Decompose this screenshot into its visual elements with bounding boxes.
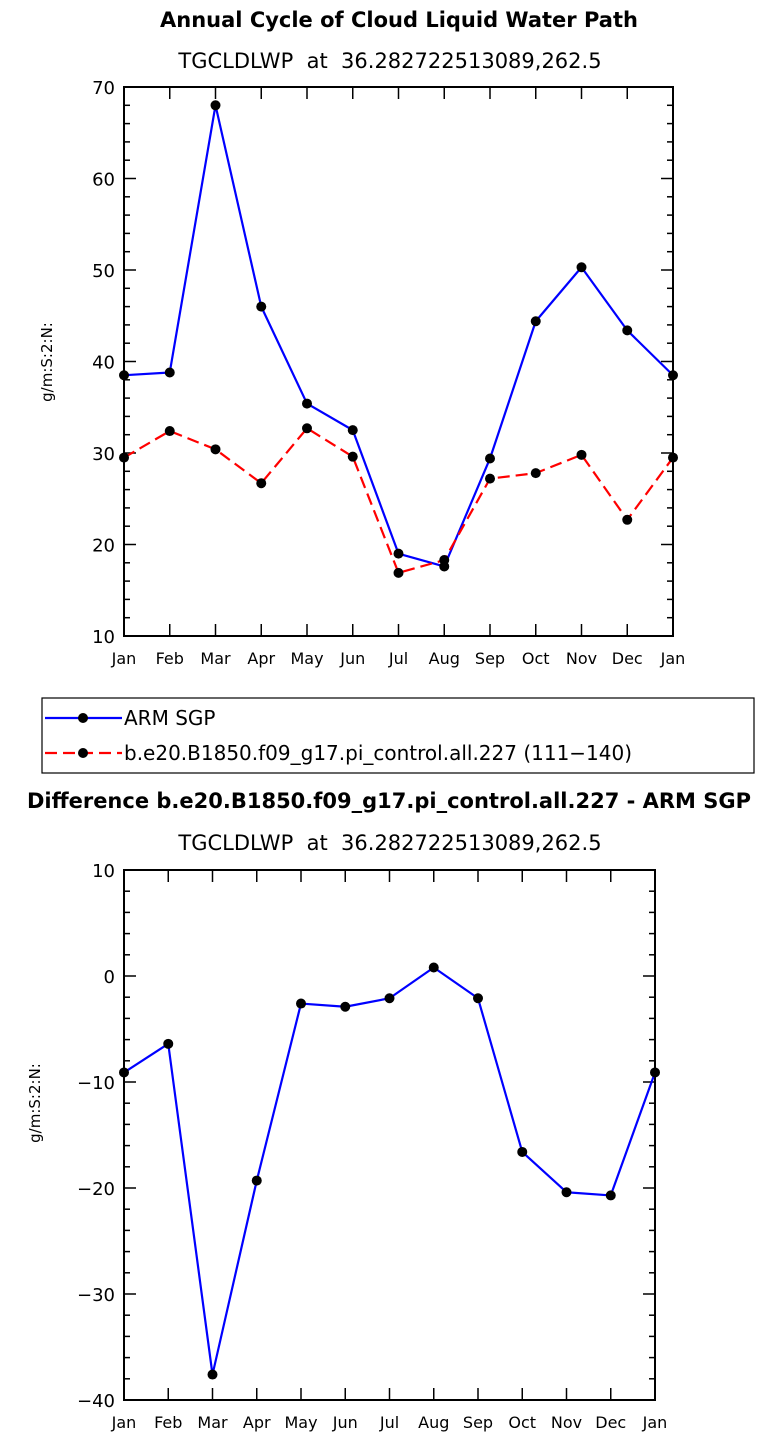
chart2-series-0-point bbox=[605, 1190, 616, 1201]
chart2-xtick-label: Feb bbox=[154, 1413, 182, 1432]
chart1-title: Annual Cycle of Cloud Liquid Water Path bbox=[160, 8, 638, 32]
chart2-xtick-label: Jan bbox=[111, 1413, 137, 1432]
chart1-ytick-label: 50 bbox=[92, 261, 115, 282]
chart2-series-0-point bbox=[428, 962, 439, 973]
chart1-subtitle: TGCLDLWP at 36.282722513089,262.5 bbox=[177, 49, 601, 73]
chart1-series-0-point bbox=[622, 325, 633, 336]
legend-label-model: b.e20.B1850.f09_g17.pi_control.all.227 (… bbox=[124, 741, 632, 765]
chart2-xtick-label: May bbox=[284, 1413, 317, 1432]
chart1-series-1-point bbox=[393, 567, 404, 578]
chart2-xtick-label: Jun bbox=[332, 1413, 358, 1432]
chart1-series-0-point bbox=[210, 100, 221, 111]
chart2-ytick-label: −30 bbox=[77, 1285, 115, 1306]
chart1-series-1-point bbox=[576, 449, 587, 460]
chart1-series-0-point bbox=[347, 425, 358, 436]
legend-label-arm-sgp: ARM SGP bbox=[124, 706, 215, 730]
legend: ARM SGP b.e20.B1850.f09_g17.pi_control.a… bbox=[41, 697, 755, 774]
chart1-series-0-line bbox=[123, 104, 674, 568]
legend-marker-model bbox=[78, 748, 88, 758]
chart1-series-1-point bbox=[530, 468, 541, 479]
chart2-series-0-point bbox=[561, 1187, 572, 1198]
chart1-series-1-point bbox=[485, 473, 495, 484]
chart2-xtick-label: Mar bbox=[197, 1413, 228, 1432]
chart2-xtick-label: Aug bbox=[418, 1413, 449, 1432]
chart1-xtick-label: Nov bbox=[566, 649, 597, 668]
chart1-series-0-point bbox=[530, 316, 541, 327]
chart1-series-0-point bbox=[302, 398, 312, 409]
chart2-xtick-label: Apr bbox=[243, 1413, 271, 1432]
chart2-xtick-label: Oct bbox=[508, 1413, 536, 1432]
chart2-title: Difference b.e20.B1850.f09_g17.pi_contro… bbox=[27, 789, 751, 813]
chart1-xtick-label: Jan bbox=[660, 649, 686, 668]
chart1-xtick-label: May bbox=[290, 649, 323, 668]
chart2-ytick-label: −10 bbox=[77, 1073, 115, 1094]
chart1-ytick-label: 60 bbox=[92, 170, 115, 191]
chart2-subtitle: TGCLDLWP at 36.282722513089,262.5 bbox=[177, 831, 601, 855]
chart2-ytick-label: −20 bbox=[77, 1179, 115, 1200]
chart2-xtick-label: Jul bbox=[379, 1413, 399, 1432]
chart2-xtick-label: Nov bbox=[551, 1413, 582, 1432]
chart1-ytick-label: 70 bbox=[92, 78, 115, 99]
chart1-plot: 10 20 30 40 50 60 70 Jan Feb Mar Apr May Jun Jul Aug Se… bbox=[92, 78, 685, 668]
chart1-xtick-label: Feb bbox=[156, 649, 184, 668]
legend-box bbox=[41, 697, 755, 774]
chart2-series-0-point bbox=[650, 1067, 660, 1078]
chart2-series-0-point bbox=[163, 1038, 174, 1049]
chart1-xtick-label: Jun bbox=[339, 649, 365, 668]
chart2-series-0-point bbox=[119, 1067, 129, 1078]
chart2-series-0-point bbox=[296, 998, 306, 1009]
chart1-series-1-point bbox=[347, 451, 358, 462]
legend-marker-arm-sgp bbox=[78, 713, 88, 723]
chart1-ytick-label: 10 bbox=[92, 627, 115, 648]
chart1-xtick-label: Jan bbox=[111, 649, 137, 668]
chart2-xtick-label: Sep bbox=[463, 1413, 493, 1432]
chart2-xtick-label: Jan bbox=[642, 1413, 668, 1432]
chart2-series-0-point bbox=[207, 1369, 218, 1380]
chart2-series-0-point bbox=[251, 1175, 262, 1186]
chart2-series-0-point bbox=[473, 993, 483, 1004]
chart1-xtick-label: Jul bbox=[388, 649, 408, 668]
chart2-series-0-point bbox=[517, 1146, 528, 1157]
chart1-ylabel: g/m:S:2:N: bbox=[38, 322, 56, 402]
chart2-plot: −40 −30 −20 −10 0 10 Jan Feb Mar Apr May Jun Jul Aug S… bbox=[77, 861, 667, 1432]
chart1-series-1-point bbox=[439, 555, 450, 566]
chart2-ytick-label: 0 bbox=[104, 967, 115, 988]
chart2-xtick-label: Dec bbox=[595, 1413, 626, 1432]
chart1-series-0-point bbox=[576, 262, 587, 273]
chart1-series-0-point bbox=[256, 301, 267, 312]
chart1-series-1-point bbox=[210, 444, 221, 455]
chart1-series-0-point bbox=[485, 453, 495, 464]
chart1-series-0-point bbox=[393, 548, 404, 559]
chart1-series-1-point bbox=[622, 514, 633, 525]
chart1-ytick-label: 30 bbox=[92, 444, 115, 465]
chart1-xtick-label: Dec bbox=[612, 649, 643, 668]
chart2-ytick-label: 10 bbox=[92, 861, 115, 882]
chart1-series-1-point bbox=[164, 426, 175, 437]
chart1-xtick-label: Apr bbox=[247, 649, 275, 668]
chart1-series-1-point bbox=[302, 423, 312, 434]
chart1-xtick-label: Sep bbox=[475, 649, 505, 668]
chart1-ytick-label: 20 bbox=[92, 536, 115, 557]
chart1-series-0-point bbox=[164, 367, 175, 378]
chart2-ytick-label: −40 bbox=[77, 1391, 115, 1412]
chart1-xtick-label: Mar bbox=[200, 649, 231, 668]
chart1-xtick-label: Oct bbox=[522, 649, 550, 668]
chart2-series-0-point bbox=[340, 1001, 351, 1012]
chart2-series-0-point bbox=[384, 993, 395, 1004]
chart2-series-0-line bbox=[123, 966, 657, 1376]
chart1-xtick-label: Aug bbox=[429, 649, 460, 668]
chart2-ylabel: g/m:S:2:N: bbox=[26, 1063, 44, 1143]
chart2-frame bbox=[123, 869, 656, 1401]
chart1-series-1-point bbox=[668, 452, 678, 463]
chart1-series-0-point bbox=[119, 370, 129, 381]
chart1-series-0-point bbox=[668, 370, 678, 381]
chart1-series-1-point bbox=[256, 478, 267, 489]
chart1-ytick-label: 40 bbox=[92, 353, 115, 374]
chart1-series-1-point bbox=[119, 452, 129, 463]
